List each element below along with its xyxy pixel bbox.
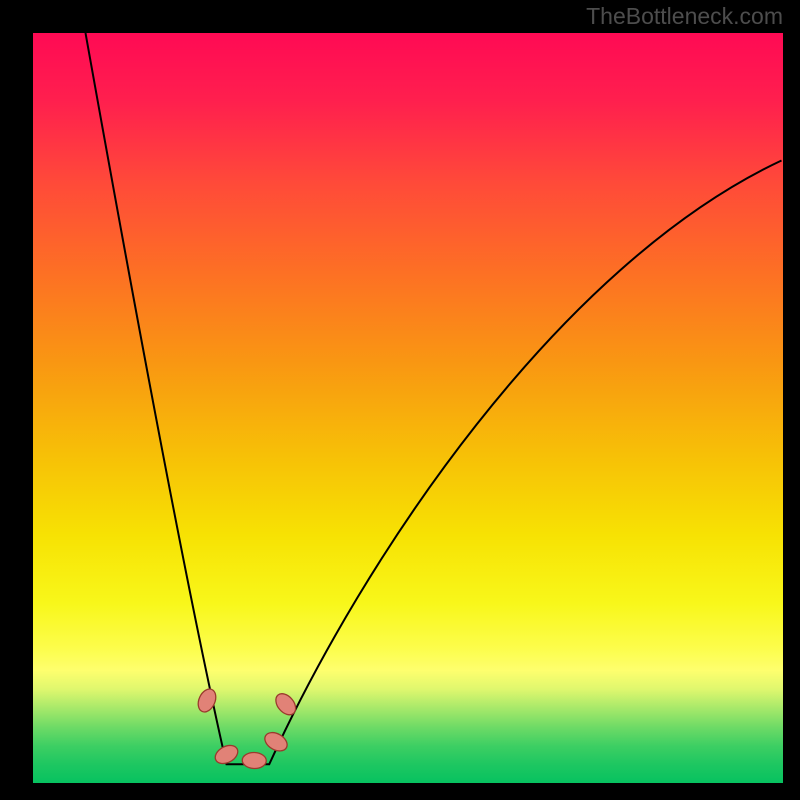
- watermark-text: TheBottleneck.com: [586, 3, 783, 30]
- bottleneck-curve-path: [86, 33, 782, 764]
- curve-marker: [272, 690, 300, 719]
- bottleneck-curve: [33, 33, 783, 783]
- curve-marker: [242, 752, 267, 769]
- plot-area: [33, 33, 783, 783]
- curve-marker: [262, 729, 291, 755]
- chart-root: TheBottleneck.com: [0, 0, 800, 800]
